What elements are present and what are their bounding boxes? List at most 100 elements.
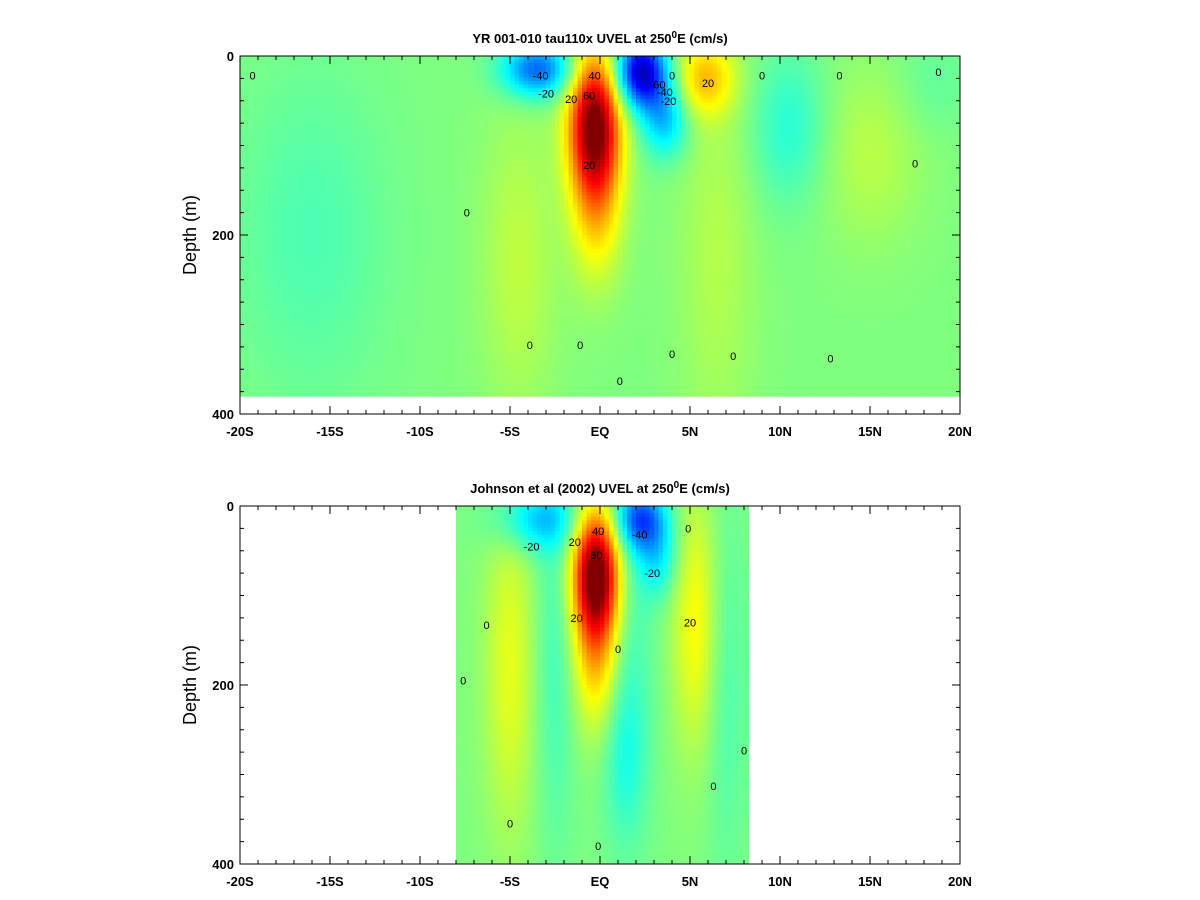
top-heatmap-cell	[613, 141, 619, 147]
top-heatmap-cell	[370, 109, 376, 114]
top-heatmap-cell	[820, 109, 826, 114]
top-heatmap-cell	[816, 138, 822, 143]
top-heatmap-cell	[519, 56, 525, 61]
top-heatmap-cell	[361, 138, 367, 143]
top-heatmap-cell	[496, 138, 502, 143]
top-heatmap-cell	[465, 59, 471, 64]
top-heatmap-cell	[379, 124, 385, 129]
top-heatmap-cell	[798, 91, 804, 96]
top-heatmap-cell	[829, 77, 835, 82]
top-heatmap-cell	[690, 152, 696, 157]
top-heatmap-cell	[280, 156, 286, 161]
top-heatmap-cell	[946, 116, 952, 122]
top-heatmap-cell	[447, 120, 453, 125]
top-heatmap-cell	[604, 56, 610, 61]
top-heatmap-cell	[528, 152, 534, 157]
top-heatmap-cell	[357, 116, 363, 122]
top-heatmap-cell	[424, 88, 430, 93]
top-heatmap-cell	[708, 91, 714, 96]
top-heatmap-cell	[343, 116, 349, 122]
top-heatmap-cell	[483, 156, 489, 161]
top-heatmap-cell	[424, 63, 430, 68]
top-heatmap-cell	[267, 152, 273, 157]
top-heatmap-cell	[361, 81, 367, 86]
top-heatmap-cell	[370, 149, 376, 154]
top-heatmap-cell	[402, 98, 408, 104]
top-heatmap-cell	[393, 88, 399, 93]
top-heatmap-cell	[276, 63, 282, 68]
top-heatmap-cell	[748, 88, 754, 93]
top-heatmap-cell	[739, 120, 745, 125]
top-heatmap-cell	[847, 63, 853, 68]
top-heatmap-cell	[820, 91, 826, 96]
top-heatmap-cell	[915, 141, 921, 147]
top-heatmap-cell	[627, 138, 633, 143]
top-heatmap-cell	[514, 56, 520, 61]
top-heatmap-cell	[771, 138, 777, 143]
top-heatmap-cell	[910, 84, 916, 89]
top-heatmap-cell	[798, 131, 804, 136]
top-heatmap-cell	[420, 138, 426, 143]
top-heatmap-cell	[321, 73, 327, 79]
top-heatmap-cell	[636, 113, 642, 118]
top-heatmap-cell	[870, 141, 876, 147]
top-heatmap-cell	[429, 152, 435, 157]
top-heatmap-cell	[928, 145, 934, 150]
top-heatmap-cell	[613, 56, 619, 61]
top-heatmap-cell	[550, 98, 556, 104]
top-heatmap-cell	[937, 131, 943, 136]
top-heatmap-cell	[622, 163, 628, 168]
top-heatmap-cell	[573, 73, 579, 79]
top-heatmap-cell	[573, 102, 579, 107]
top-heatmap-cell	[339, 66, 345, 71]
top-heatmap-cell	[285, 145, 291, 150]
top-heatmap-cell	[870, 66, 876, 71]
top-heatmap-cell	[933, 70, 939, 75]
top-heatmap-cell	[780, 81, 786, 86]
top-heatmap-cell	[820, 77, 826, 82]
top-heatmap-cell	[546, 70, 552, 75]
top-heatmap-cell	[879, 141, 885, 147]
top-heatmap-cell	[451, 149, 457, 154]
top-heatmap-cell	[384, 81, 390, 86]
top-heatmap-cell	[928, 81, 934, 86]
top-heatmap-cell	[375, 70, 381, 75]
top-heatmap-cell	[636, 88, 642, 93]
top-heatmap-cell	[897, 56, 903, 61]
top-heatmap-cell	[618, 109, 624, 114]
top-heatmap-cell	[802, 131, 808, 136]
top-heatmap-cell	[361, 149, 367, 154]
top-heatmap-cell	[640, 116, 646, 122]
top-heatmap-cell	[357, 163, 363, 168]
top-heatmap-cell	[618, 113, 624, 118]
top-heatmap-cell	[334, 145, 340, 150]
top-heatmap-cell	[717, 63, 723, 68]
top-heatmap-cell	[690, 98, 696, 104]
top-heatmap-cell	[267, 84, 273, 89]
top-heatmap-cell	[834, 116, 840, 122]
top-heatmap-cell	[532, 91, 538, 96]
top-heatmap-cell	[703, 145, 709, 150]
top-heatmap-cell	[748, 156, 754, 161]
top-heatmap-cell	[861, 138, 867, 143]
top-heatmap-cell	[910, 77, 916, 82]
top-heatmap-cell	[496, 156, 502, 161]
top-heatmap-cell	[897, 109, 903, 114]
top-heatmap-cell	[402, 138, 408, 143]
top-heatmap-cell	[420, 70, 426, 75]
top-heatmap-cell	[492, 138, 498, 143]
top-heatmap-cell	[447, 84, 453, 89]
top-heatmap-cell	[303, 124, 309, 129]
top-heatmap-cell	[325, 113, 331, 118]
top-heatmap-cell	[906, 120, 912, 125]
top-heatmap-cell	[595, 77, 601, 82]
top-heatmap-cell	[739, 63, 745, 68]
top-heatmap-cell	[613, 98, 619, 104]
top-heatmap-cell	[577, 59, 583, 64]
top-heatmap-cell	[618, 145, 624, 150]
top-heatmap-cell	[240, 163, 246, 168]
top-heatmap-cell	[366, 120, 372, 125]
top-heatmap-cell	[303, 73, 309, 79]
top-heatmap-cell	[919, 149, 925, 154]
top-heatmap-cell	[676, 131, 682, 136]
